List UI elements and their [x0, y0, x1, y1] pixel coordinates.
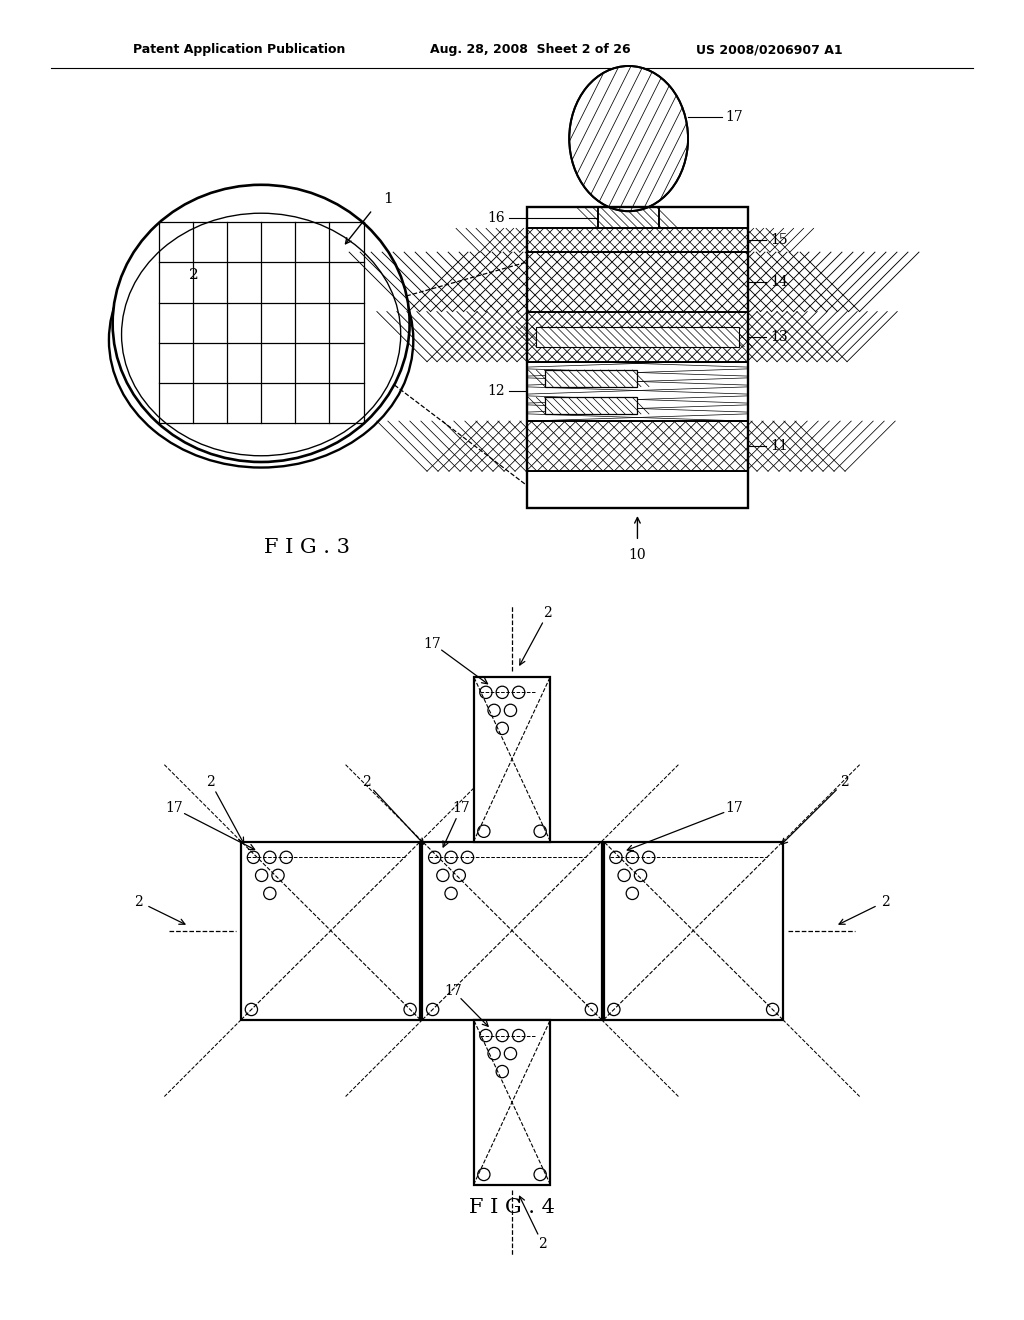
- Bar: [537, 326, 738, 347]
- Bar: [527, 421, 748, 471]
- Text: Patent Application Publication: Patent Application Publication: [133, 44, 345, 57]
- Text: 10: 10: [629, 548, 646, 562]
- Bar: [527, 312, 748, 362]
- Text: 17: 17: [725, 801, 743, 816]
- Text: 13: 13: [770, 330, 787, 343]
- Text: 2: 2: [189, 268, 200, 282]
- Text: 12: 12: [487, 384, 505, 399]
- Text: 2: 2: [134, 895, 143, 908]
- Text: US 2008/0206907 A1: US 2008/0206907 A1: [696, 44, 843, 57]
- Text: 2: 2: [206, 775, 215, 789]
- Text: 17: 17: [452, 801, 470, 816]
- Text: 17: 17: [424, 636, 441, 651]
- Text: F I G . 4: F I G . 4: [469, 1199, 555, 1217]
- Text: 15: 15: [770, 234, 787, 247]
- Text: 1: 1: [383, 191, 392, 206]
- Text: 17: 17: [444, 983, 462, 998]
- Bar: [545, 397, 637, 414]
- Ellipse shape: [113, 185, 410, 462]
- Text: 17: 17: [725, 110, 742, 124]
- Bar: [473, 1020, 551, 1185]
- Bar: [527, 228, 748, 252]
- Text: 2: 2: [539, 1237, 547, 1251]
- Bar: [527, 471, 748, 508]
- Bar: [422, 842, 601, 1020]
- Text: 11: 11: [770, 440, 787, 453]
- Text: 2: 2: [361, 775, 371, 789]
- Text: 16: 16: [487, 211, 505, 224]
- Ellipse shape: [569, 66, 688, 211]
- Bar: [527, 362, 748, 421]
- Text: Aug. 28, 2008  Sheet 2 of 26: Aug. 28, 2008 Sheet 2 of 26: [430, 44, 631, 57]
- Bar: [527, 207, 748, 508]
- Bar: [473, 676, 551, 842]
- Text: 2: 2: [840, 775, 849, 789]
- Bar: [527, 252, 748, 312]
- Bar: [242, 842, 421, 1020]
- Text: 14: 14: [770, 275, 787, 289]
- Bar: [545, 370, 637, 387]
- Text: 2: 2: [544, 606, 552, 620]
- Text: 17: 17: [166, 801, 183, 816]
- Text: F I G . 3: F I G . 3: [264, 539, 350, 557]
- Bar: [598, 207, 659, 228]
- Text: 2: 2: [881, 895, 890, 908]
- Bar: [604, 842, 782, 1020]
